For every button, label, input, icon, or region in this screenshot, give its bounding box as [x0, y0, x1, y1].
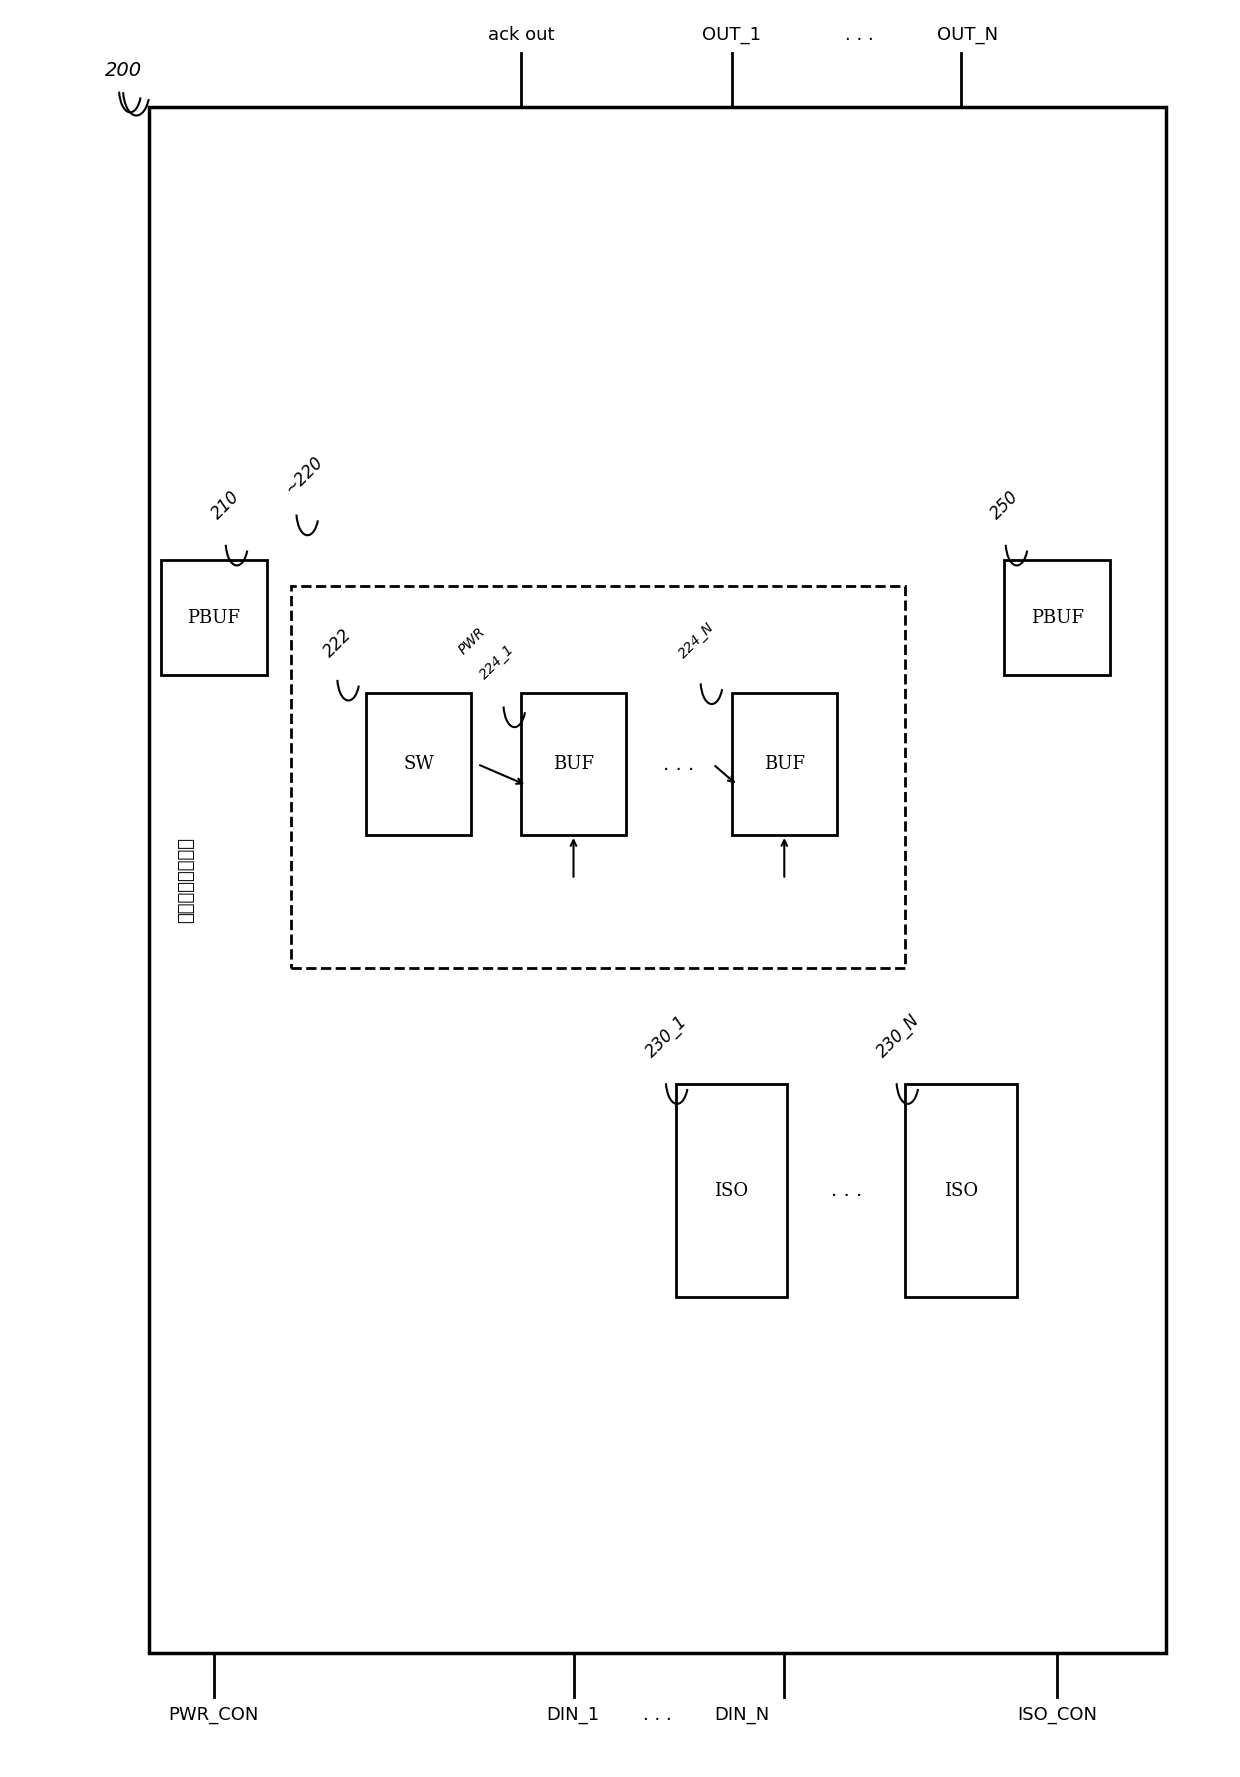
- Text: ISO: ISO: [944, 1182, 978, 1199]
- Text: 馈通信号传输电路: 馈通信号传输电路: [177, 837, 195, 922]
- Bar: [905, 1084, 1017, 1297]
- Text: PWR_CON: PWR_CON: [169, 1706, 258, 1724]
- Text: BUF: BUF: [553, 755, 594, 773]
- Text: PBUF: PBUF: [1030, 608, 1084, 627]
- Text: ISO_CON: ISO_CON: [1018, 1706, 1097, 1724]
- Text: DIN_1: DIN_1: [547, 1706, 599, 1724]
- Text: 210: 210: [208, 487, 243, 522]
- Text: DIN_N: DIN_N: [714, 1706, 769, 1724]
- Text: . . .: . . .: [642, 1706, 672, 1724]
- Text: 200: 200: [105, 60, 143, 80]
- Bar: [366, 693, 471, 835]
- Bar: [732, 693, 837, 835]
- Text: 224_N: 224_N: [676, 620, 717, 661]
- Text: PBUF: PBUF: [187, 608, 241, 627]
- Text: 230_N: 230_N: [873, 1011, 923, 1061]
- Bar: [161, 560, 267, 675]
- Text: ack out: ack out: [487, 27, 554, 44]
- Text: . . .: . . .: [831, 1182, 862, 1199]
- Text: OUT_N: OUT_N: [936, 27, 998, 44]
- Bar: [521, 693, 626, 835]
- Text: 230_1: 230_1: [642, 1013, 691, 1061]
- Text: ISO: ISO: [714, 1182, 749, 1199]
- Text: PWR: PWR: [456, 626, 489, 657]
- Text: . . .: . . .: [663, 755, 694, 773]
- Bar: [149, 107, 1166, 1653]
- Bar: [676, 1084, 787, 1297]
- Text: BUF: BUF: [764, 755, 805, 773]
- Bar: [291, 586, 905, 968]
- Bar: [1004, 560, 1110, 675]
- Text: 222: 222: [320, 626, 355, 661]
- Text: 224_1: 224_1: [477, 643, 517, 682]
- Text: 250: 250: [987, 487, 1022, 522]
- Text: OUT_1: OUT_1: [702, 27, 761, 44]
- Text: ~220: ~220: [281, 453, 326, 498]
- Text: . . .: . . .: [844, 27, 874, 44]
- Text: SW: SW: [403, 755, 434, 773]
